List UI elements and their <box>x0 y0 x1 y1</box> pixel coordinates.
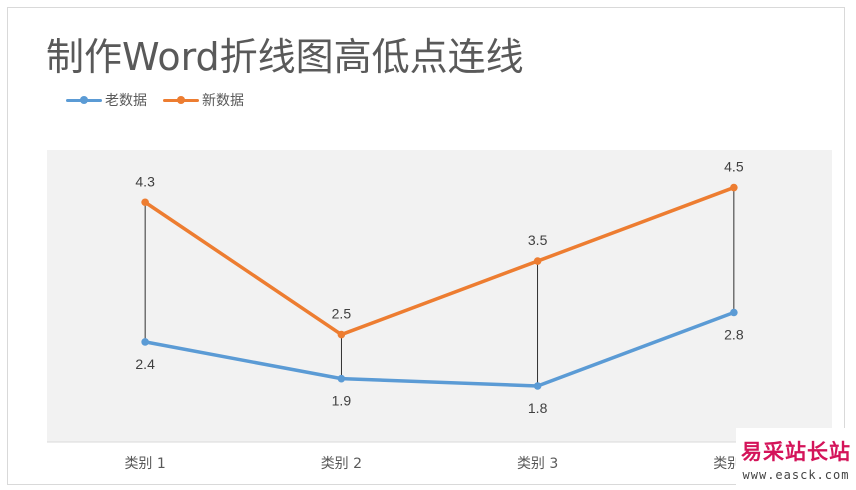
data-label-series-1-point-1: 4.3 <box>135 173 155 189</box>
series-0-point-4 <box>730 308 738 317</box>
series-1-point-2 <box>337 330 346 339</box>
series-1-point-1 <box>141 198 149 207</box>
x-tick-label-3: 类别 3 <box>517 456 558 472</box>
legend-label-series-0: 老数据 <box>105 93 147 109</box>
legend-label-series-1: 新数据 <box>202 93 244 109</box>
watermark: 易采站长站 www.easck.com <box>736 428 856 490</box>
chart-title: 制作Word折线图高低点连线 <box>46 35 524 79</box>
series-1-point-4 <box>730 183 738 192</box>
watermark-name: 易采站长站 <box>741 439 851 464</box>
legend-swatch-series-1 <box>163 93 199 107</box>
data-label-series-0-point-1: 2.4 <box>135 356 155 372</box>
legend-item-series-0: 老数据 <box>66 90 147 110</box>
data-label-series-1-point-4: 4.5 <box>724 159 744 175</box>
x-tick-label-1: 类别 1 <box>124 456 165 472</box>
series-0-point-3 <box>533 382 542 390</box>
series-line-0 <box>143 310 736 388</box>
series-1-point-3 <box>533 257 542 265</box>
series-0-point-2 <box>337 374 346 383</box>
data-label-series-1-point-2: 2.5 <box>332 306 352 322</box>
data-label-series-0-point-3: 1.8 <box>528 400 548 416</box>
data-label-series-0-point-2: 1.9 <box>332 393 352 409</box>
legend-swatch-series-0 <box>66 93 102 107</box>
legend: 老数据 新数据 <box>66 90 244 110</box>
x-tick-label-2: 类别 2 <box>321 456 362 472</box>
data-label-series-0-point-4: 2.8 <box>724 327 744 343</box>
series-line-1 <box>143 185 736 337</box>
legend-item-series-1: 新数据 <box>163 90 244 110</box>
data-label-series-1-point-3: 3.5 <box>528 232 548 248</box>
series-0-point-1 <box>141 338 149 346</box>
watermark-url: www.easck.com <box>742 468 850 482</box>
